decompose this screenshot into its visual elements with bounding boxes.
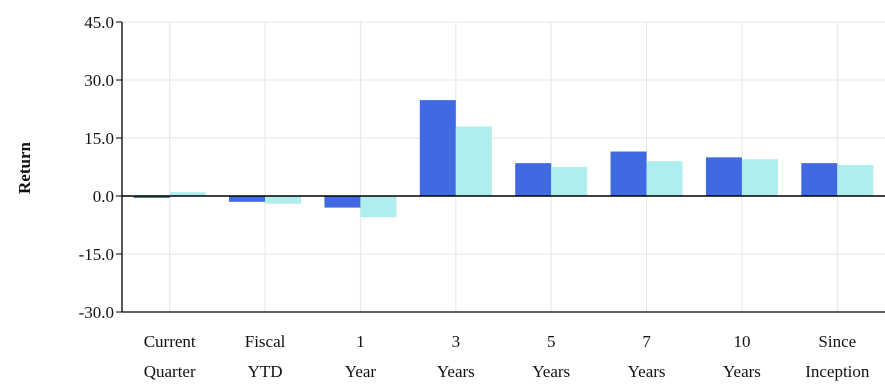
- bar-series-1: [610, 151, 647, 196]
- bar-series-2: [360, 196, 397, 218]
- bar-series-2: [455, 126, 492, 196]
- bar-series-1: [705, 157, 742, 196]
- y-tick-label: -30.0: [79, 303, 114, 322]
- bar-series-2: [646, 161, 683, 196]
- x-tick-label: 3 Years: [437, 332, 475, 381]
- y-tick-label: 15.0: [84, 129, 114, 148]
- bar-series-2: [741, 159, 778, 196]
- x-tick-label: 1 Year: [345, 332, 377, 381]
- bar-series-1: [419, 100, 456, 196]
- x-tick-label: 5 Years: [532, 332, 570, 381]
- x-tick-label: 10 Years: [723, 332, 761, 381]
- x-tick-label: Current Quarter: [144, 332, 196, 381]
- axes: [116, 21, 885, 313]
- bar-series-2: [551, 167, 588, 196]
- x-tick-labels: Current Quarter Fiscal YTD 1 Year 3 Years 5 Years…: [144, 332, 870, 381]
- bar-series-2: [169, 192, 206, 196]
- bar-series-2: [265, 196, 302, 204]
- bar-series-1: [133, 196, 170, 198]
- bar-series-1: [515, 163, 552, 196]
- bar-series-1: [324, 196, 361, 208]
- bar-series-2: [837, 165, 874, 196]
- bar-series-1: [229, 196, 266, 202]
- bar-series-1: [801, 163, 838, 196]
- y-tick-label: -15.0: [79, 245, 114, 264]
- x-tick-label: Since Inception: [805, 332, 870, 381]
- bars: [133, 100, 874, 218]
- x-tick-label: Fiscal YTD: [245, 332, 286, 381]
- y-tick-labels: 45.0 30.0 15.0 0.0 -15.0 -30.0: [79, 13, 114, 322]
- y-tick-label: 30.0: [84, 71, 114, 90]
- y-tick-label: 0.0: [93, 187, 114, 206]
- y-axis-title: Return: [15, 141, 34, 193]
- y-tick-label: 45.0: [84, 13, 114, 32]
- x-tick-label: 7 Years: [628, 332, 666, 381]
